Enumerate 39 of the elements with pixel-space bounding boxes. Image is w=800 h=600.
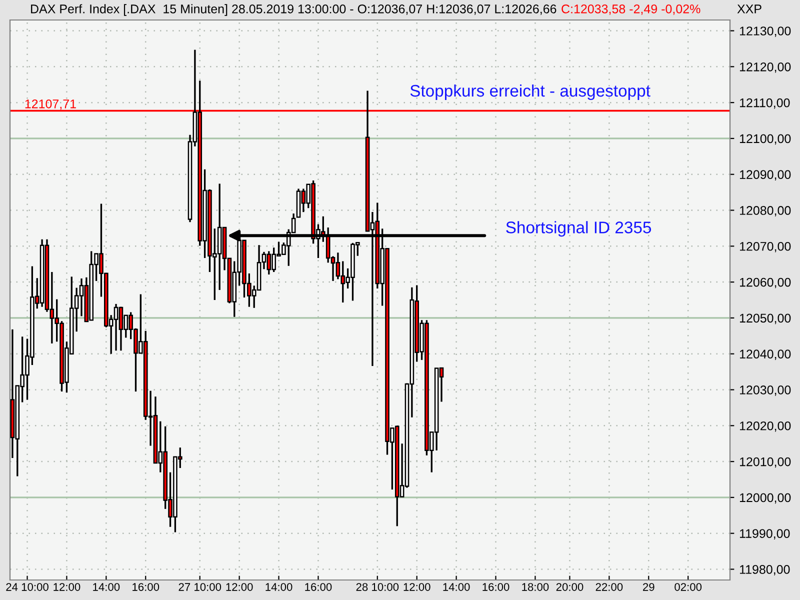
x-tick-label: 12:00	[226, 583, 253, 591]
y-tick-label: 11980,00	[740, 565, 790, 576]
x-tick-label: 22:00	[596, 583, 623, 591]
x-tick-label: 20:00	[556, 583, 584, 591]
y-tick-label: 11990,00	[740, 529, 790, 540]
annotation: Shortsignal ID 2355	[506, 221, 652, 237]
x-tick-label: 14:00	[93, 583, 120, 591]
y-tick-label: 12000,00	[740, 493, 791, 504]
y-tick-label: 12010,00	[740, 457, 791, 468]
x-tick-label: 28 10:00	[356, 583, 399, 591]
x-tick-label: 27 10:00	[178, 583, 222, 591]
y-tick-label: 12110,00	[740, 98, 790, 109]
x-tick-label: 14:00	[266, 583, 292, 591]
x-tick-label: 12:00	[404, 583, 430, 591]
x-tick-label: 29	[643, 583, 654, 591]
x-tick-label: 18:00	[522, 583, 549, 591]
y-tick-label: 12130,00	[740, 26, 791, 37]
ref-line-label: 12107,71	[25, 99, 76, 110]
y-tick-label: 12080,00	[740, 206, 791, 216]
y-tick-label: 12100,00	[740, 134, 791, 145]
x-tick-label: 02:00	[674, 583, 702, 591]
y-tick-label: 12060,00	[740, 278, 791, 288]
x-tick-label: 14:00	[443, 583, 470, 591]
y-axis-title: XXP	[737, 4, 762, 14]
y-tick-label: 12120,00	[740, 62, 791, 73]
x-tick-label: 16:00	[132, 583, 160, 591]
y-tick-label: 12020,00	[740, 421, 791, 432]
x-tick-label: 16:00	[305, 583, 332, 591]
chart-subtitle: C:12033,58 -2,49 -0,02%	[562, 4, 700, 15]
chart-title: DAX Perf. Index [.DAX 15 Minuten] 28.05.2019 13:00:00 - O:12036,07 H:12036,07 L:12026,66	[31, 4, 556, 16]
y-tick-label: 12030,00	[740, 386, 791, 396]
annotation: Stoppkurs erreicht - ausgestoppt	[410, 84, 650, 100]
y-tick-label: 12040,00	[740, 350, 791, 360]
y-tick-label: 12050,00	[740, 314, 791, 324]
x-tick-label: 12:00	[54, 583, 80, 591]
x-tick-label: 16:00	[482, 583, 510, 591]
x-tick-label: 24 10:00	[6, 583, 48, 591]
y-tick-label: 12070,00	[740, 242, 791, 252]
y-tick-label: 12090,00	[740, 170, 791, 180]
